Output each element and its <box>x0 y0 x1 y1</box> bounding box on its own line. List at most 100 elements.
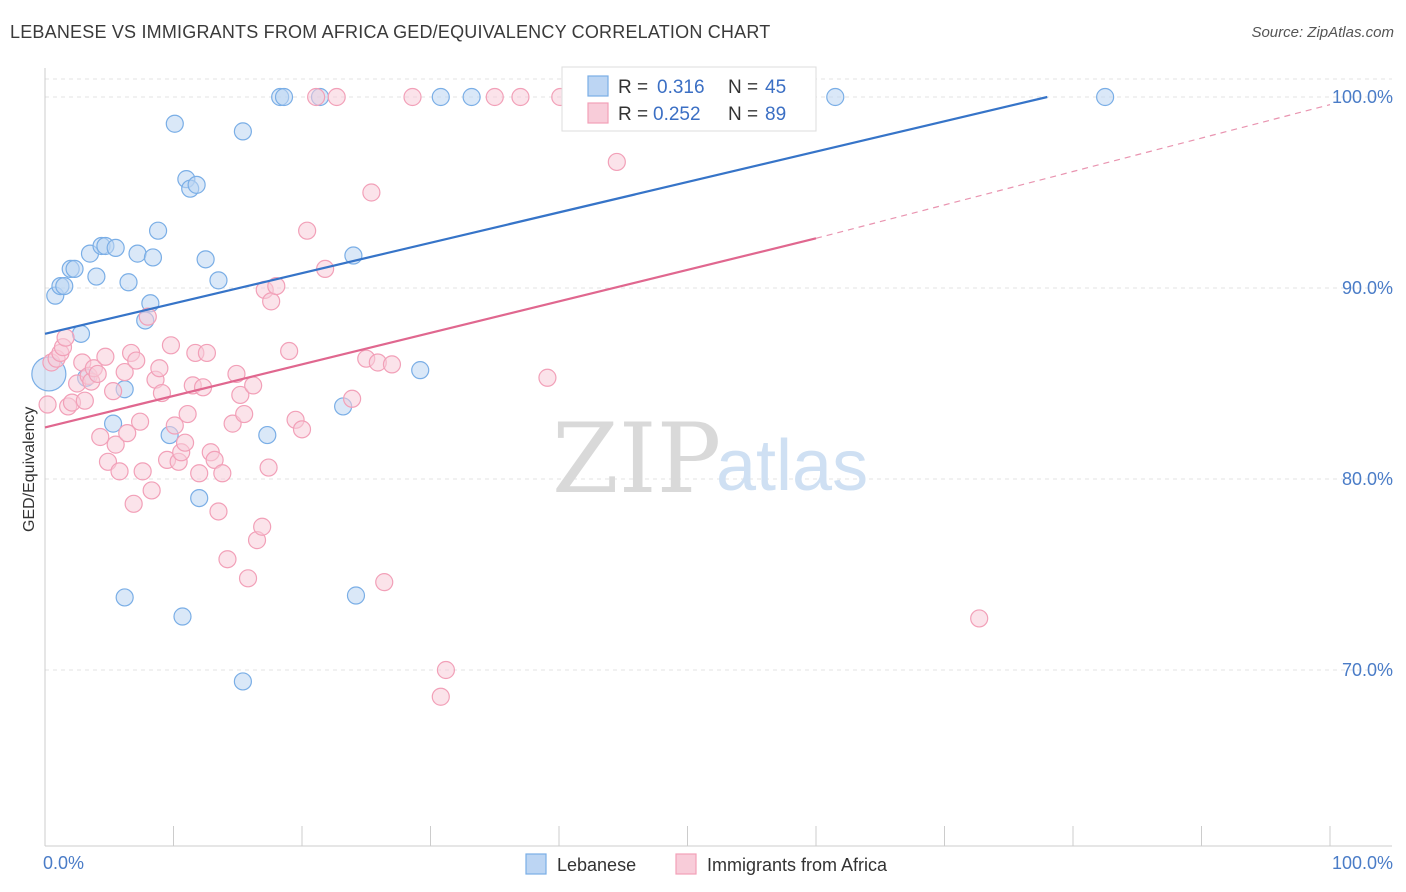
trend-line-lebanese <box>44 95 1048 335</box>
data-point-africa <box>292 420 312 439</box>
data-point-africa <box>307 87 326 107</box>
series-legend-label-lebanese: Lebanese <box>557 855 636 875</box>
data-point-africa <box>235 404 254 424</box>
data-point-africa <box>130 412 150 431</box>
data-point-africa <box>124 494 143 513</box>
data-point-africa <box>91 427 110 447</box>
series-legend-label-africa: Immigrants from Africa <box>707 855 888 875</box>
data-point-africa <box>142 481 161 500</box>
data-point-africa <box>38 395 57 414</box>
tick-labels: 70.0% 80.0% 90.0% 100.0% 0.0% 100.0% <box>43 87 1393 873</box>
legend-r-value-africa: 0.252 <box>653 104 701 125</box>
legend-swatch-africa <box>587 102 609 124</box>
data-point-africa <box>244 376 263 395</box>
data-point-lebanese <box>143 248 163 267</box>
series-legend-swatch-africa <box>675 853 697 875</box>
data-point-africa <box>403 87 422 107</box>
y-tick-label: 70.0% <box>1342 660 1393 680</box>
data-point-africa <box>343 389 362 408</box>
data-point-africa <box>267 276 286 296</box>
data-point-lebanese <box>233 672 252 691</box>
data-point-lebanese <box>173 607 192 626</box>
data-point-lebanese <box>106 238 125 257</box>
data-point-lebanese <box>71 324 91 343</box>
data-point-africa <box>104 382 123 401</box>
data-point-africa <box>96 347 115 366</box>
data-point-africa <box>205 450 224 469</box>
data-point-africa <box>218 550 237 569</box>
data-point-africa <box>253 517 272 536</box>
x-tick-label: 0.0% <box>43 853 84 873</box>
data-point-lebanese <box>274 87 294 107</box>
data-point-africa <box>115 362 134 382</box>
data-point-africa <box>231 385 250 405</box>
data-point-lebanese <box>119 273 138 292</box>
data-point-africa <box>511 87 530 107</box>
data-point-africa <box>106 435 125 454</box>
data-point-lebanese <box>104 414 123 433</box>
y-tick-label: 80.0% <box>1342 469 1393 489</box>
data-point-lebanese <box>411 361 430 380</box>
data-point-africa <box>431 687 450 706</box>
data-point-africa <box>118 424 137 443</box>
data-point-africa <box>138 307 157 326</box>
data-point-africa <box>485 87 504 107</box>
data-point-africa <box>150 359 169 378</box>
data-point-africa <box>262 292 281 311</box>
data-point-africa <box>165 416 184 435</box>
legend-n-label-2: N = <box>728 104 758 125</box>
axes <box>44 68 1392 847</box>
data-point-lebanese <box>55 276 74 296</box>
data-point-africa <box>178 404 197 424</box>
data-point-africa <box>280 341 299 361</box>
source-label: Source: ZipAtlas.com <box>1251 24 1394 41</box>
legend-n-value-africa: 89 <box>765 104 786 125</box>
data-point-africa <box>161 336 181 355</box>
data-point-africa <box>436 660 456 680</box>
data-point-africa <box>227 364 246 384</box>
watermark: ZIP atlas <box>552 403 868 515</box>
y-axis-label: GED/Equivalency <box>21 407 38 532</box>
data-point-africa <box>209 502 228 521</box>
chart-title: LEBANESE VS IMMIGRANTS FROM AFRICA GED/E… <box>10 22 771 42</box>
series-legend-swatch-lebanese <box>525 853 547 875</box>
legend-n-value-lebanese: 45 <box>765 77 786 98</box>
data-point-africa <box>607 152 626 172</box>
series-legend: Lebanese Immigrants from Africa <box>525 853 888 875</box>
stats-legend: R = 0.316 N = 45 R = 0.252 N = 89 <box>561 66 817 132</box>
trend-line-africa <box>44 237 817 429</box>
data-point-africa <box>327 87 346 107</box>
data-point-lebanese <box>87 267 106 286</box>
data-point-lebanese <box>190 489 209 508</box>
data-point-africa <box>259 458 278 477</box>
data-point-lebanese <box>128 244 147 263</box>
data-point-lebanese <box>165 114 184 133</box>
data-point-lebanese <box>115 588 134 607</box>
data-point-africa <box>127 351 146 370</box>
x-tick-label: 100.0% <box>1332 853 1393 873</box>
legend-r-label-2: R = <box>618 104 648 125</box>
data-points <box>31 87 1115 706</box>
data-point-africa <box>197 343 217 363</box>
legend-swatch-lebanese <box>587 75 609 97</box>
data-point-lebanese <box>65 259 84 278</box>
data-point-africa <box>175 433 195 452</box>
watermark-atlas: atlas <box>716 426 868 506</box>
data-point-africa <box>110 462 129 481</box>
data-point-lebanese <box>187 175 206 194</box>
trend-lines <box>44 95 1331 429</box>
data-point-lebanese <box>209 271 228 290</box>
data-point-africa <box>56 328 75 347</box>
trend-line-extension-africa <box>815 104 1331 239</box>
data-point-africa <box>538 368 557 387</box>
data-point-africa <box>375 573 394 592</box>
data-point-africa <box>382 355 402 374</box>
data-point-africa <box>970 609 989 628</box>
legend-n-label: N = <box>728 77 758 98</box>
data-point-africa <box>133 462 152 481</box>
data-point-africa <box>190 464 209 483</box>
data-point-africa <box>213 464 232 483</box>
data-point-lebanese <box>196 250 215 269</box>
data-point-lebanese <box>826 87 845 107</box>
